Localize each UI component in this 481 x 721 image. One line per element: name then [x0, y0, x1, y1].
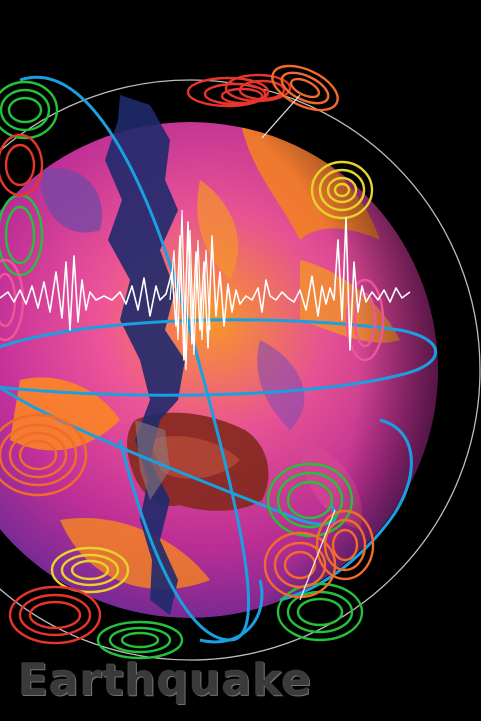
poster-title: Earthquake	[18, 655, 313, 706]
seismogram-trace	[0, 217, 411, 361]
fault-crack	[105, 95, 185, 615]
globe	[0, 122, 438, 618]
outer-orbit-circle	[0, 79, 481, 661]
seismic-wave-ripples	[0, 64, 385, 660]
blue-orbit-rings	[0, 75, 438, 644]
